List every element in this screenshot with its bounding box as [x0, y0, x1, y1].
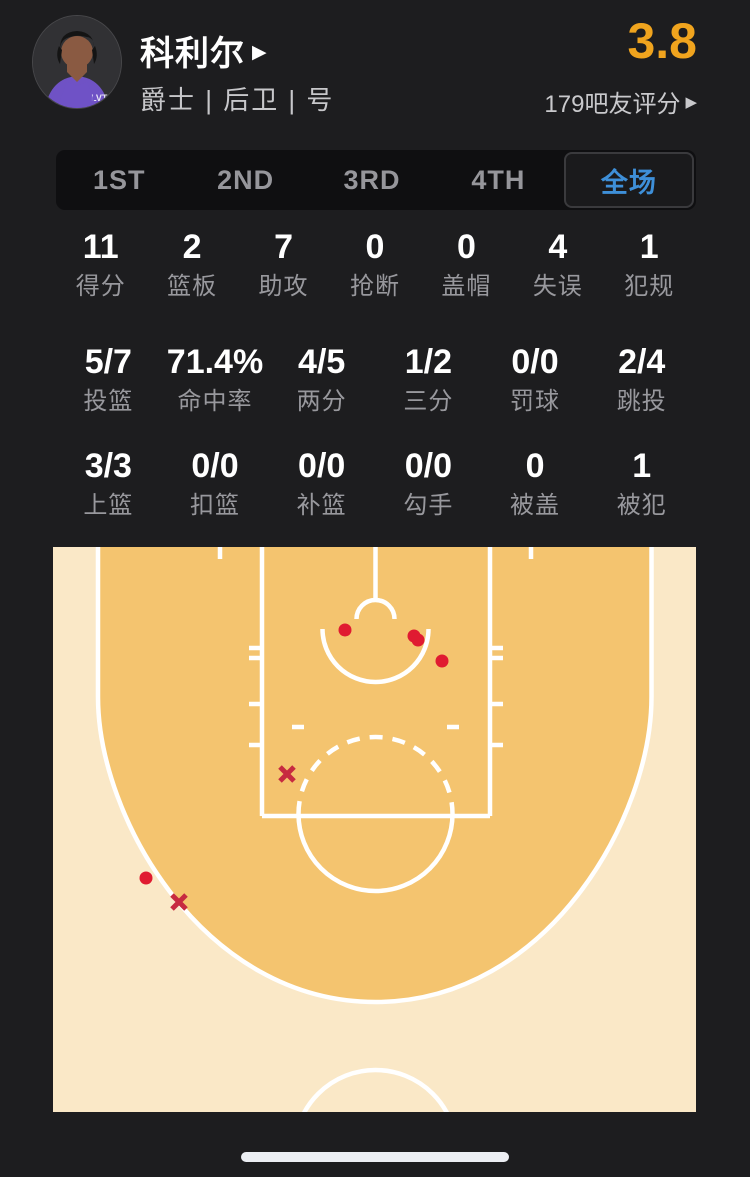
stat-cell: 1 被犯	[588, 445, 695, 523]
stat-value: 2/4	[618, 343, 666, 381]
stats-row-1: 11 得分 2 篮板 7 助攻 0 抢断 0 盖帽 4 失误 1 犯规	[55, 226, 695, 304]
stat-value: 1	[632, 447, 652, 485]
stat-cell: 7 助攻	[238, 226, 329, 304]
tab-2nd[interactable]: 2ND	[217, 164, 275, 195]
lane-hash-marks	[249, 645, 503, 748]
player-photo: LVT	[33, 16, 121, 108]
fan-rating-caption: 179吧友评分	[544, 91, 681, 118]
stats-row-3: 3/3 上篮 0/0 扣篮 0/0 补篮 0/0 勾手 0 被盖 1 被犯	[55, 445, 695, 523]
stat-cell: 0/0 勾手	[375, 445, 482, 523]
stat-label: 被盖	[510, 492, 561, 519]
stat-cell: 0 盖帽	[421, 226, 512, 304]
three-point-line	[95, 547, 654, 1005]
stat-value: 0/0	[298, 447, 346, 485]
stat-cell: 0/0 补篮	[268, 445, 375, 523]
tab-3rd[interactable]: 3RD	[343, 164, 401, 195]
stat-label: 投篮	[83, 388, 134, 415]
stat-cell: 2 篮板	[146, 226, 237, 304]
stat-value: 4/5	[298, 343, 346, 381]
made-shot-marker	[338, 623, 352, 637]
stat-value: 1	[639, 228, 659, 266]
player-avatar[interactable]: LVT	[33, 16, 121, 108]
stat-value: 0/0	[191, 447, 239, 485]
stat-cell: 71.4% 命中率	[162, 341, 269, 419]
stat-value: 11	[82, 228, 119, 266]
court-inside-arc-area	[98, 547, 652, 1002]
stat-label: 勾手	[403, 492, 454, 519]
stat-label: 篮板	[167, 273, 218, 300]
home-indicator[interactable]	[241, 1152, 509, 1162]
stat-cell: 3/3 上篮	[55, 445, 162, 523]
shot-markers	[139, 623, 449, 911]
stat-cell: 11 得分	[55, 226, 146, 304]
fan-rating-score: 3.8	[627, 13, 697, 69]
stat-label: 盖帽	[441, 273, 492, 300]
stat-label: 命中率	[177, 388, 253, 415]
made-shot-marker	[435, 654, 449, 668]
made-shot-marker	[139, 871, 153, 885]
shot-chart	[53, 547, 696, 1177]
missed-shot-marker	[170, 893, 188, 911]
stat-label: 补篮	[296, 492, 347, 519]
stat-cell: 5/7 投篮	[55, 341, 162, 419]
made-shot-marker	[411, 633, 425, 647]
stat-label: 被犯	[616, 492, 667, 519]
stat-label: 得分	[75, 273, 126, 300]
stat-value: 0/0	[511, 343, 559, 381]
fan-rating-link[interactable]: 179吧友评分 ▶	[544, 84, 697, 119]
stat-value: 3/3	[84, 447, 132, 485]
stat-label: 抢断	[349, 273, 400, 300]
stat-cell: 0 抢断	[329, 226, 420, 304]
shot-chart-court	[53, 547, 696, 1177]
player-team-position: 爵士 | 后卫 | 号	[140, 85, 335, 115]
stat-cell: 1/2 三分	[375, 341, 482, 419]
stat-cell: 0/0 罚球	[482, 341, 589, 419]
stat-cell: 0/0 扣篮	[162, 445, 269, 523]
stat-value: 0	[525, 447, 545, 485]
stat-cell: 1 犯规	[604, 226, 695, 304]
stat-cell: 2/4 跳投	[588, 341, 695, 419]
missed-shot-marker	[278, 765, 296, 783]
stat-value: 0	[456, 228, 476, 266]
stat-label: 三分	[403, 388, 454, 415]
rim-arc	[354, 597, 397, 620]
stat-value: 2	[182, 228, 202, 266]
stats-row-2: 5/7 投篮 71.4% 命中率 4/5 两分 1/2 三分 0/0 罚球 2/4 跳投	[55, 341, 695, 419]
stat-label: 助攻	[258, 273, 309, 300]
chevron-right-icon: ▶	[685, 93, 697, 111]
stat-label: 失误	[532, 273, 583, 300]
svg-text:LVT: LVT	[91, 93, 108, 103]
free-throw-circle-solid	[296, 813, 455, 894]
tab-4th[interactable]: 4TH	[471, 164, 526, 195]
stat-value: 5/7	[84, 343, 132, 381]
stat-label: 上篮	[83, 492, 134, 519]
stat-cell: 4/5 两分	[268, 341, 375, 419]
tab-1st[interactable]: 1ST	[92, 164, 146, 195]
stat-cell: 4 失误	[512, 226, 603, 304]
player-name: 科利尔	[140, 35, 245, 73]
stat-label: 跳投	[616, 388, 667, 415]
stat-label: 犯规	[624, 273, 675, 300]
stat-cell: 0 被盖	[482, 445, 589, 523]
tab-full[interactable]: 全场	[563, 152, 695, 208]
stat-value: 4	[548, 228, 568, 266]
free-throw-circle-dashed	[296, 734, 455, 815]
player-name-link[interactable]: 科利尔 ▶	[140, 26, 267, 75]
quarter-tab-bar: 1ST 2ND 3RD 4TH 全场	[56, 150, 696, 210]
stat-value: 0	[365, 228, 385, 266]
stat-label: 扣篮	[190, 492, 240, 519]
stat-value: 71.4%	[166, 343, 264, 381]
restricted-area-arc	[320, 628, 431, 685]
stat-value: 7	[274, 228, 294, 266]
baseline-marks	[217, 547, 534, 559]
stat-label: 两分	[296, 388, 347, 415]
chevron-right-icon: ▶	[252, 41, 267, 63]
stat-value: 0/0	[404, 447, 452, 485]
lane-lines	[259, 547, 493, 816]
stat-label: 罚球	[510, 388, 561, 415]
stat-value: 1/2	[404, 343, 452, 381]
